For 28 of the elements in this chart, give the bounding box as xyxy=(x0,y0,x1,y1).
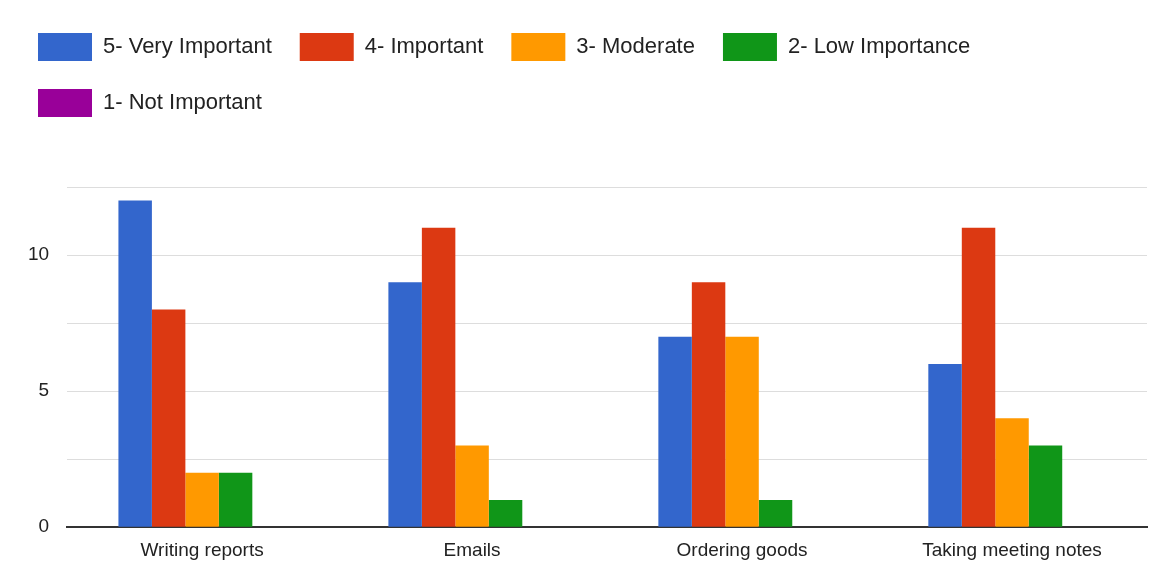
bar xyxy=(725,336,759,527)
legend-label: 3- Moderate xyxy=(576,33,695,59)
bar xyxy=(118,200,152,527)
x-tick-label: Writing reports xyxy=(140,538,264,560)
bar xyxy=(1028,445,1063,527)
legend-label: 4- Important xyxy=(364,33,484,59)
bar xyxy=(758,499,793,527)
bar xyxy=(995,418,1029,527)
legend-label: 5- Very Important xyxy=(103,33,272,59)
x-tick-label: Taking meeting notes xyxy=(922,538,1102,560)
bar xyxy=(658,336,692,527)
bar xyxy=(455,445,489,527)
x-tick-label: Emails xyxy=(443,538,501,560)
bar xyxy=(691,282,726,527)
bar xyxy=(388,282,422,527)
bar xyxy=(218,472,253,527)
x-tick-label: Ordering goods xyxy=(676,538,808,560)
bar xyxy=(185,472,219,527)
bar xyxy=(421,227,456,527)
bar xyxy=(928,363,962,527)
y-tick-label: 0 xyxy=(38,515,50,537)
bar xyxy=(961,227,996,527)
y-tick-label: 10 xyxy=(27,243,50,265)
bar xyxy=(488,499,523,527)
legend-label: 2- Low Importance xyxy=(787,33,971,59)
bar xyxy=(151,309,186,527)
y-tick-label: 5 xyxy=(38,379,50,401)
legend-label: 1- Not Important xyxy=(103,89,262,115)
